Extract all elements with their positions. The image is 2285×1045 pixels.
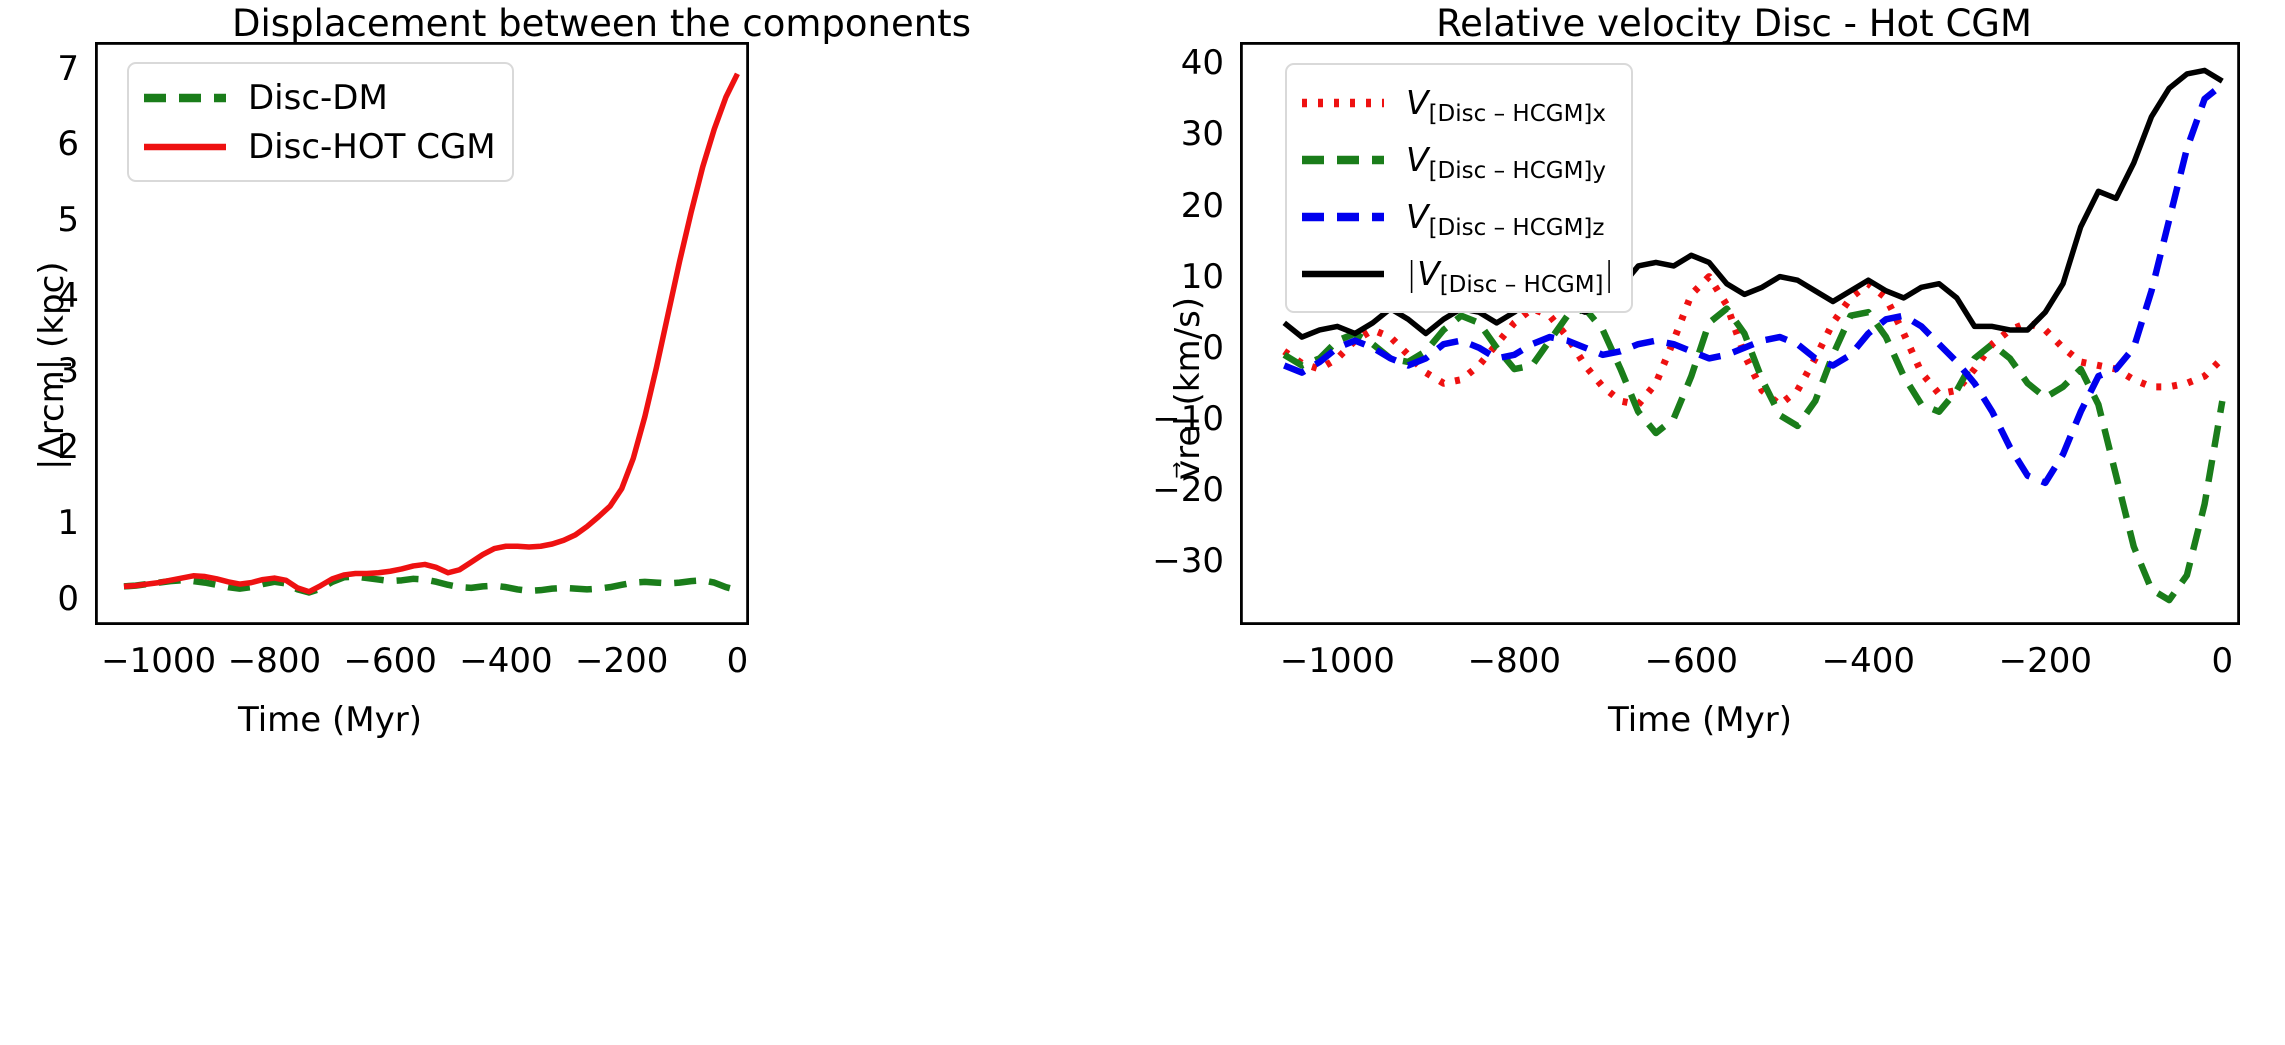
left-ytick-label: 7 — [57, 48, 79, 89]
series-line — [1282, 305, 2226, 604]
legend-item[interactable]: V[Disc – HCGM]y — [1300, 131, 1615, 188]
right-ytick-label: 10 — [1180, 256, 1224, 297]
left-ytick-label: 6 — [57, 124, 79, 165]
right-xtick-label: −400 — [1821, 641, 1916, 681]
legend-line-swatch — [1300, 145, 1386, 175]
left-ytick-label: 4 — [57, 275, 79, 316]
right-axes-svg — [1240, 42, 2240, 625]
right-xtick-label: −200 — [1998, 641, 2092, 681]
left-xtick-label: 0 — [726, 641, 749, 681]
legend-item-label: V[Disc – HCGM]z — [1406, 197, 1605, 241]
legend-item-label: |V[Disc – HCGM]| — [1406, 254, 1615, 298]
legend-item[interactable]: V[Disc – HCGM]z — [1300, 188, 1615, 245]
right-ytick-label: −10 — [1152, 398, 1224, 439]
right-ytick-label: −30 — [1152, 541, 1224, 581]
legend-item-label: V[Disc – HCGM]x — [1406, 83, 1607, 127]
right-ytick-label: 40 — [1180, 43, 1224, 84]
legend-line-swatch — [1300, 88, 1386, 118]
right-ytick-label: 20 — [1180, 185, 1224, 226]
left-ytick-label: 2 — [57, 427, 79, 468]
legend-item[interactable]: |V[Disc – HCGM]| — [1300, 245, 1615, 302]
right-yaxis-label: v⃗rel (km/s) — [1168, 296, 1208, 480]
panel-relative-velocity: Relative velocity Disc - Hot CGM — [1143, 0, 2285, 1045]
right-xtick-label: −800 — [1467, 641, 1562, 681]
panel-displacement: Displacement between the components Time… — [32, 2, 971, 740]
right-xaxis-label: Time (Myr) — [1608, 700, 1792, 740]
legend-item[interactable]: Disc-DM — [142, 73, 496, 122]
series-line — [123, 72, 740, 595]
left-xtick-label: −800 — [227, 641, 322, 681]
left-xtick-label: −600 — [343, 641, 437, 681]
left-xtick-label: −1000 — [101, 641, 217, 681]
right-ytick-label: 30 — [1180, 114, 1224, 155]
left-xaxis-label: Time (Myr) — [238, 700, 422, 740]
right-xtick-label: −600 — [1644, 641, 1739, 681]
left-axes-svg — [95, 42, 749, 625]
left-xtick-label: −400 — [459, 641, 553, 681]
legend-item[interactable]: Disc-HOT CGM — [142, 122, 496, 171]
left-ytick-label: 1 — [57, 502, 79, 543]
right-ytick-label: 0 — [1202, 327, 1224, 368]
legend-item-label: Disc-HOT CGM — [248, 126, 496, 167]
left-xtick-label: −200 — [574, 641, 669, 681]
left-ytick-label: 3 — [57, 351, 79, 392]
legend-item[interactable]: V[Disc – HCGM]x — [1300, 74, 1615, 131]
right-xtick-label: −1000 — [1279, 641, 1395, 681]
left-ytick-label: 0 — [57, 578, 79, 619]
right-plot-area — [1240, 42, 2240, 625]
left-legend: Disc-DM Disc-HOT CGM — [127, 62, 514, 182]
legend-line-swatch — [142, 83, 228, 113]
right-ytick-label: −20 — [1152, 469, 1224, 510]
left-ytick-label: 5 — [57, 199, 79, 240]
legend-line-swatch — [142, 132, 228, 162]
legend-item-label: Disc-DM — [248, 77, 388, 118]
series-line — [1282, 67, 2224, 340]
left-plot-area — [95, 42, 749, 625]
right-xtick-label: 0 — [2211, 641, 2234, 681]
right-panel-title: Relative velocity Disc - Hot CGM — [1436, 2, 2032, 45]
right-legend: V[Disc – HCGM]x V[Disc – HCGM]y V[Disc – H… — [1285, 63, 1633, 313]
legend-line-swatch — [1300, 259, 1386, 289]
left-panel-title: Displacement between the components — [232, 2, 971, 45]
series-line — [1282, 273, 2225, 409]
series-line — [1283, 82, 2225, 487]
legend-line-swatch — [1300, 202, 1386, 232]
legend-item-label: V[Disc – HCGM]y — [1406, 140, 1607, 184]
